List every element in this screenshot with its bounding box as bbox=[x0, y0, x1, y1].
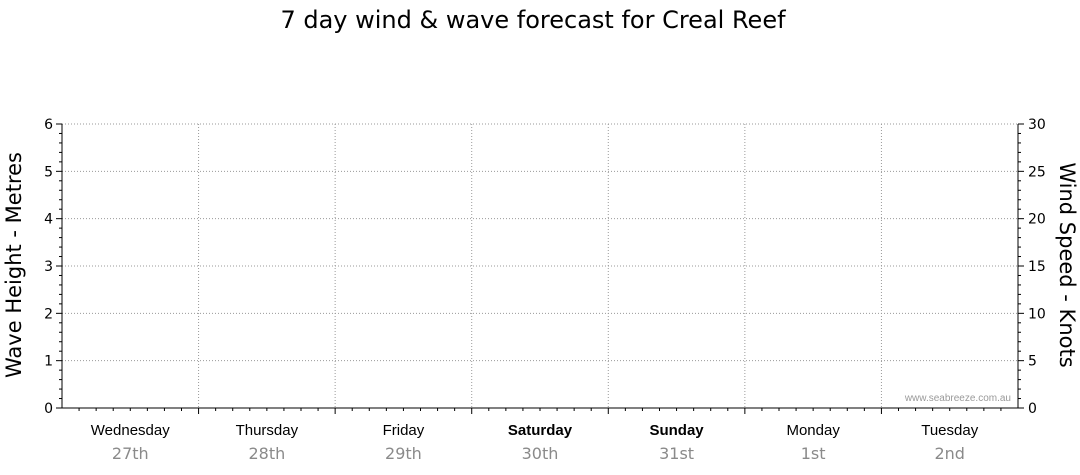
left-tick-label: 0 bbox=[44, 401, 53, 417]
left-tick-label: 4 bbox=[44, 212, 53, 228]
day-label: Saturday bbox=[508, 422, 573, 439]
y-axis-left-label: Wave Height - Metres bbox=[2, 152, 26, 378]
left-axis-ticks: 0 1 2 3 4 5 6 bbox=[44, 117, 62, 417]
watermark: www.seabreeze.com.au bbox=[904, 393, 1011, 404]
date-label: 27th bbox=[112, 444, 149, 463]
date-label: 28th bbox=[248, 444, 285, 463]
right-tick-label: 30 bbox=[1028, 117, 1046, 133]
grid-lines bbox=[62, 123, 1018, 408]
x-axis-day-labels: Wednesday 27th Thursday 28th Friday 29th Satur… bbox=[91, 422, 979, 463]
left-tick-label: 2 bbox=[44, 306, 53, 322]
date-label: 29th bbox=[385, 444, 422, 463]
right-tick-label: 20 bbox=[1028, 212, 1046, 228]
y-axis-right-label: Wind Speed - Knots bbox=[1055, 162, 1079, 367]
day-label: Monday bbox=[786, 422, 840, 439]
right-tick-label: 0 bbox=[1028, 401, 1037, 417]
left-tick-label: 1 bbox=[44, 354, 53, 370]
date-label: 30th bbox=[522, 444, 559, 463]
left-tick-label: 3 bbox=[44, 259, 53, 275]
right-tick-label: 5 bbox=[1028, 354, 1037, 370]
date-label: 31st bbox=[659, 444, 694, 463]
day-label: Sunday bbox=[649, 422, 704, 439]
right-tick-label: 10 bbox=[1028, 306, 1046, 322]
right-axis-ticks: 0 5 10 15 20 25 30 bbox=[1018, 117, 1046, 417]
date-label: 2nd bbox=[934, 444, 964, 463]
axes bbox=[61, 124, 1019, 414]
day-label: Friday bbox=[383, 422, 425, 439]
day-label: Tuesday bbox=[921, 422, 978, 439]
day-label: Thursday bbox=[236, 422, 299, 439]
left-tick-label: 5 bbox=[44, 164, 53, 180]
left-tick-label: 6 bbox=[44, 117, 53, 133]
day-label: Wednesday bbox=[91, 422, 170, 439]
chart-title: 7 day wind & wave forecast for Creal Ree… bbox=[280, 6, 786, 34]
date-label: 1st bbox=[801, 444, 826, 463]
right-tick-label: 15 bbox=[1028, 259, 1046, 275]
right-tick-label: 25 bbox=[1028, 164, 1046, 180]
